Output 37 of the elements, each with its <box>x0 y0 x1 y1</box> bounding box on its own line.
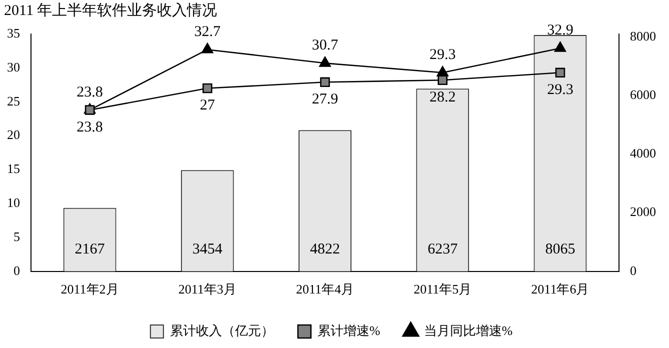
legend-label: 累计收入（亿元） <box>170 322 274 338</box>
data-label: 28.2 <box>429 90 456 106</box>
x-tick-label: 2011年3月 <box>178 282 236 297</box>
data-label: 23.8 <box>76 119 103 136</box>
y-tick-label: 25 <box>7 93 20 108</box>
x-tick-label: 2011年5月 <box>414 282 472 297</box>
legend-label: 当月同比增速% <box>424 322 513 338</box>
data-label: 2167 <box>74 241 106 258</box>
y2-tick-label: 8000 <box>630 28 656 44</box>
data-label: 6237 <box>428 241 458 258</box>
data-label: 29.3 <box>547 82 574 98</box>
data-label: 32.9 <box>547 22 574 39</box>
chart-title: 2011 年上半年软件业务收入情况 <box>4 2 218 19</box>
data-label: 27 <box>200 98 216 114</box>
data-label: 27.9 <box>312 92 338 108</box>
y-tick-label: 35 <box>7 25 20 40</box>
y-tick-label: 5 <box>14 228 20 244</box>
y2-tick-label: 2000 <box>630 204 656 220</box>
data-label: 3454 <box>192 241 223 258</box>
y-tick-label: 15 <box>7 161 20 176</box>
y-tick-label: 0 <box>14 262 20 278</box>
y-tick-label: 20 <box>7 127 20 142</box>
data-label: 23.8 <box>76 84 103 100</box>
y2-tick-label: 4000 <box>630 146 656 161</box>
data-label: 32.7 <box>194 24 222 40</box>
data-label: 8065 <box>545 241 576 258</box>
y2-tick-label: 0 <box>630 262 636 278</box>
y2-tick-label: 6000 <box>630 86 656 102</box>
x-tick-label: 2011年6月 <box>531 282 590 297</box>
data-label: 29.3 <box>429 47 456 64</box>
x-tick-label: 2011年4月 <box>296 282 354 297</box>
y-tick-label: 10 <box>7 194 20 210</box>
y-tick-label: 30 <box>7 59 20 74</box>
data-label: 4822 <box>310 241 340 258</box>
legend-label: 累计增速% <box>317 322 380 338</box>
x-tick-label: 2011年2月 <box>60 282 119 297</box>
data-label: 30.7 <box>312 38 339 54</box>
